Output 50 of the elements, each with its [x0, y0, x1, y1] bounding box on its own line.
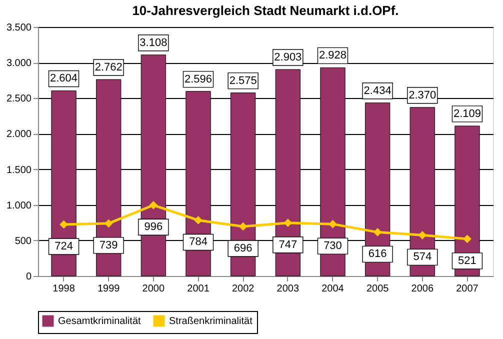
- data-label: 996: [144, 221, 163, 234]
- data-label: 2.575: [229, 74, 257, 87]
- point: [238, 222, 248, 231]
- y-tick-label: 2.500: [6, 94, 32, 105]
- y-tick-label: 1.500: [6, 164, 32, 176]
- legend-label: Straßenkriminalität: [169, 316, 253, 327]
- y-tick-label: 3.000: [6, 58, 32, 70]
- data-label: 2.604: [50, 72, 78, 85]
- point: [418, 230, 427, 240]
- data-label: 2.762: [94, 62, 122, 74]
- x-tick-label: 2002: [232, 284, 255, 294]
- y-tick-label: 0: [26, 272, 32, 282]
- x-tick-label: 1998: [52, 284, 76, 294]
- point: [373, 228, 382, 236]
- chart-title: 10-Jahresvergleich Stadt Neumarkt i.d.OPf.: [132, 3, 399, 18]
- x-tick-label: 2007: [456, 284, 479, 294]
- data-label: 696: [234, 242, 252, 254]
- data-label: 2.596: [184, 73, 212, 86]
- x-tick-label: 2000: [142, 284, 165, 294]
- point: [328, 220, 337, 228]
- x-tick-label: 2003: [276, 284, 300, 294]
- data-label: 730: [324, 240, 342, 252]
- data-label: 724: [54, 240, 73, 252]
- data-label: 521: [458, 254, 476, 267]
- x-tick-label: 2006: [411, 284, 434, 294]
- y-tick-label: 500: [14, 236, 32, 247]
- data-label: 2.370: [408, 89, 436, 102]
- data-label: 2.903: [274, 51, 302, 64]
- data-label: 747: [278, 238, 298, 251]
- point: [60, 220, 68, 229]
- data-label: 3.108: [140, 36, 168, 49]
- point: [463, 234, 472, 244]
- x-tick-label: 2004: [322, 284, 344, 294]
- point: [284, 218, 292, 228]
- data-label: 739: [99, 239, 118, 252]
- data-label: 784: [189, 236, 208, 248]
- x-tick-label: 2005: [366, 284, 390, 294]
- y-tick-label: 2.000: [6, 129, 32, 140]
- data-label: 616: [368, 248, 387, 260]
- data-label: 2.434: [364, 84, 392, 97]
- point: [194, 216, 202, 224]
- data-label: 574: [413, 251, 432, 264]
- x-tick-label: 1999: [97, 284, 120, 294]
- point: [149, 200, 158, 210]
- data-label: 2.928: [318, 50, 347, 62]
- legend-label: Gesamtkriminalität: [58, 316, 142, 327]
- x-tick-label: 2001: [187, 284, 210, 294]
- y-tick-label: 3.500: [6, 22, 32, 34]
- y-tick-label: 1.000: [6, 200, 32, 212]
- data-label: 2.109: [453, 108, 481, 120]
